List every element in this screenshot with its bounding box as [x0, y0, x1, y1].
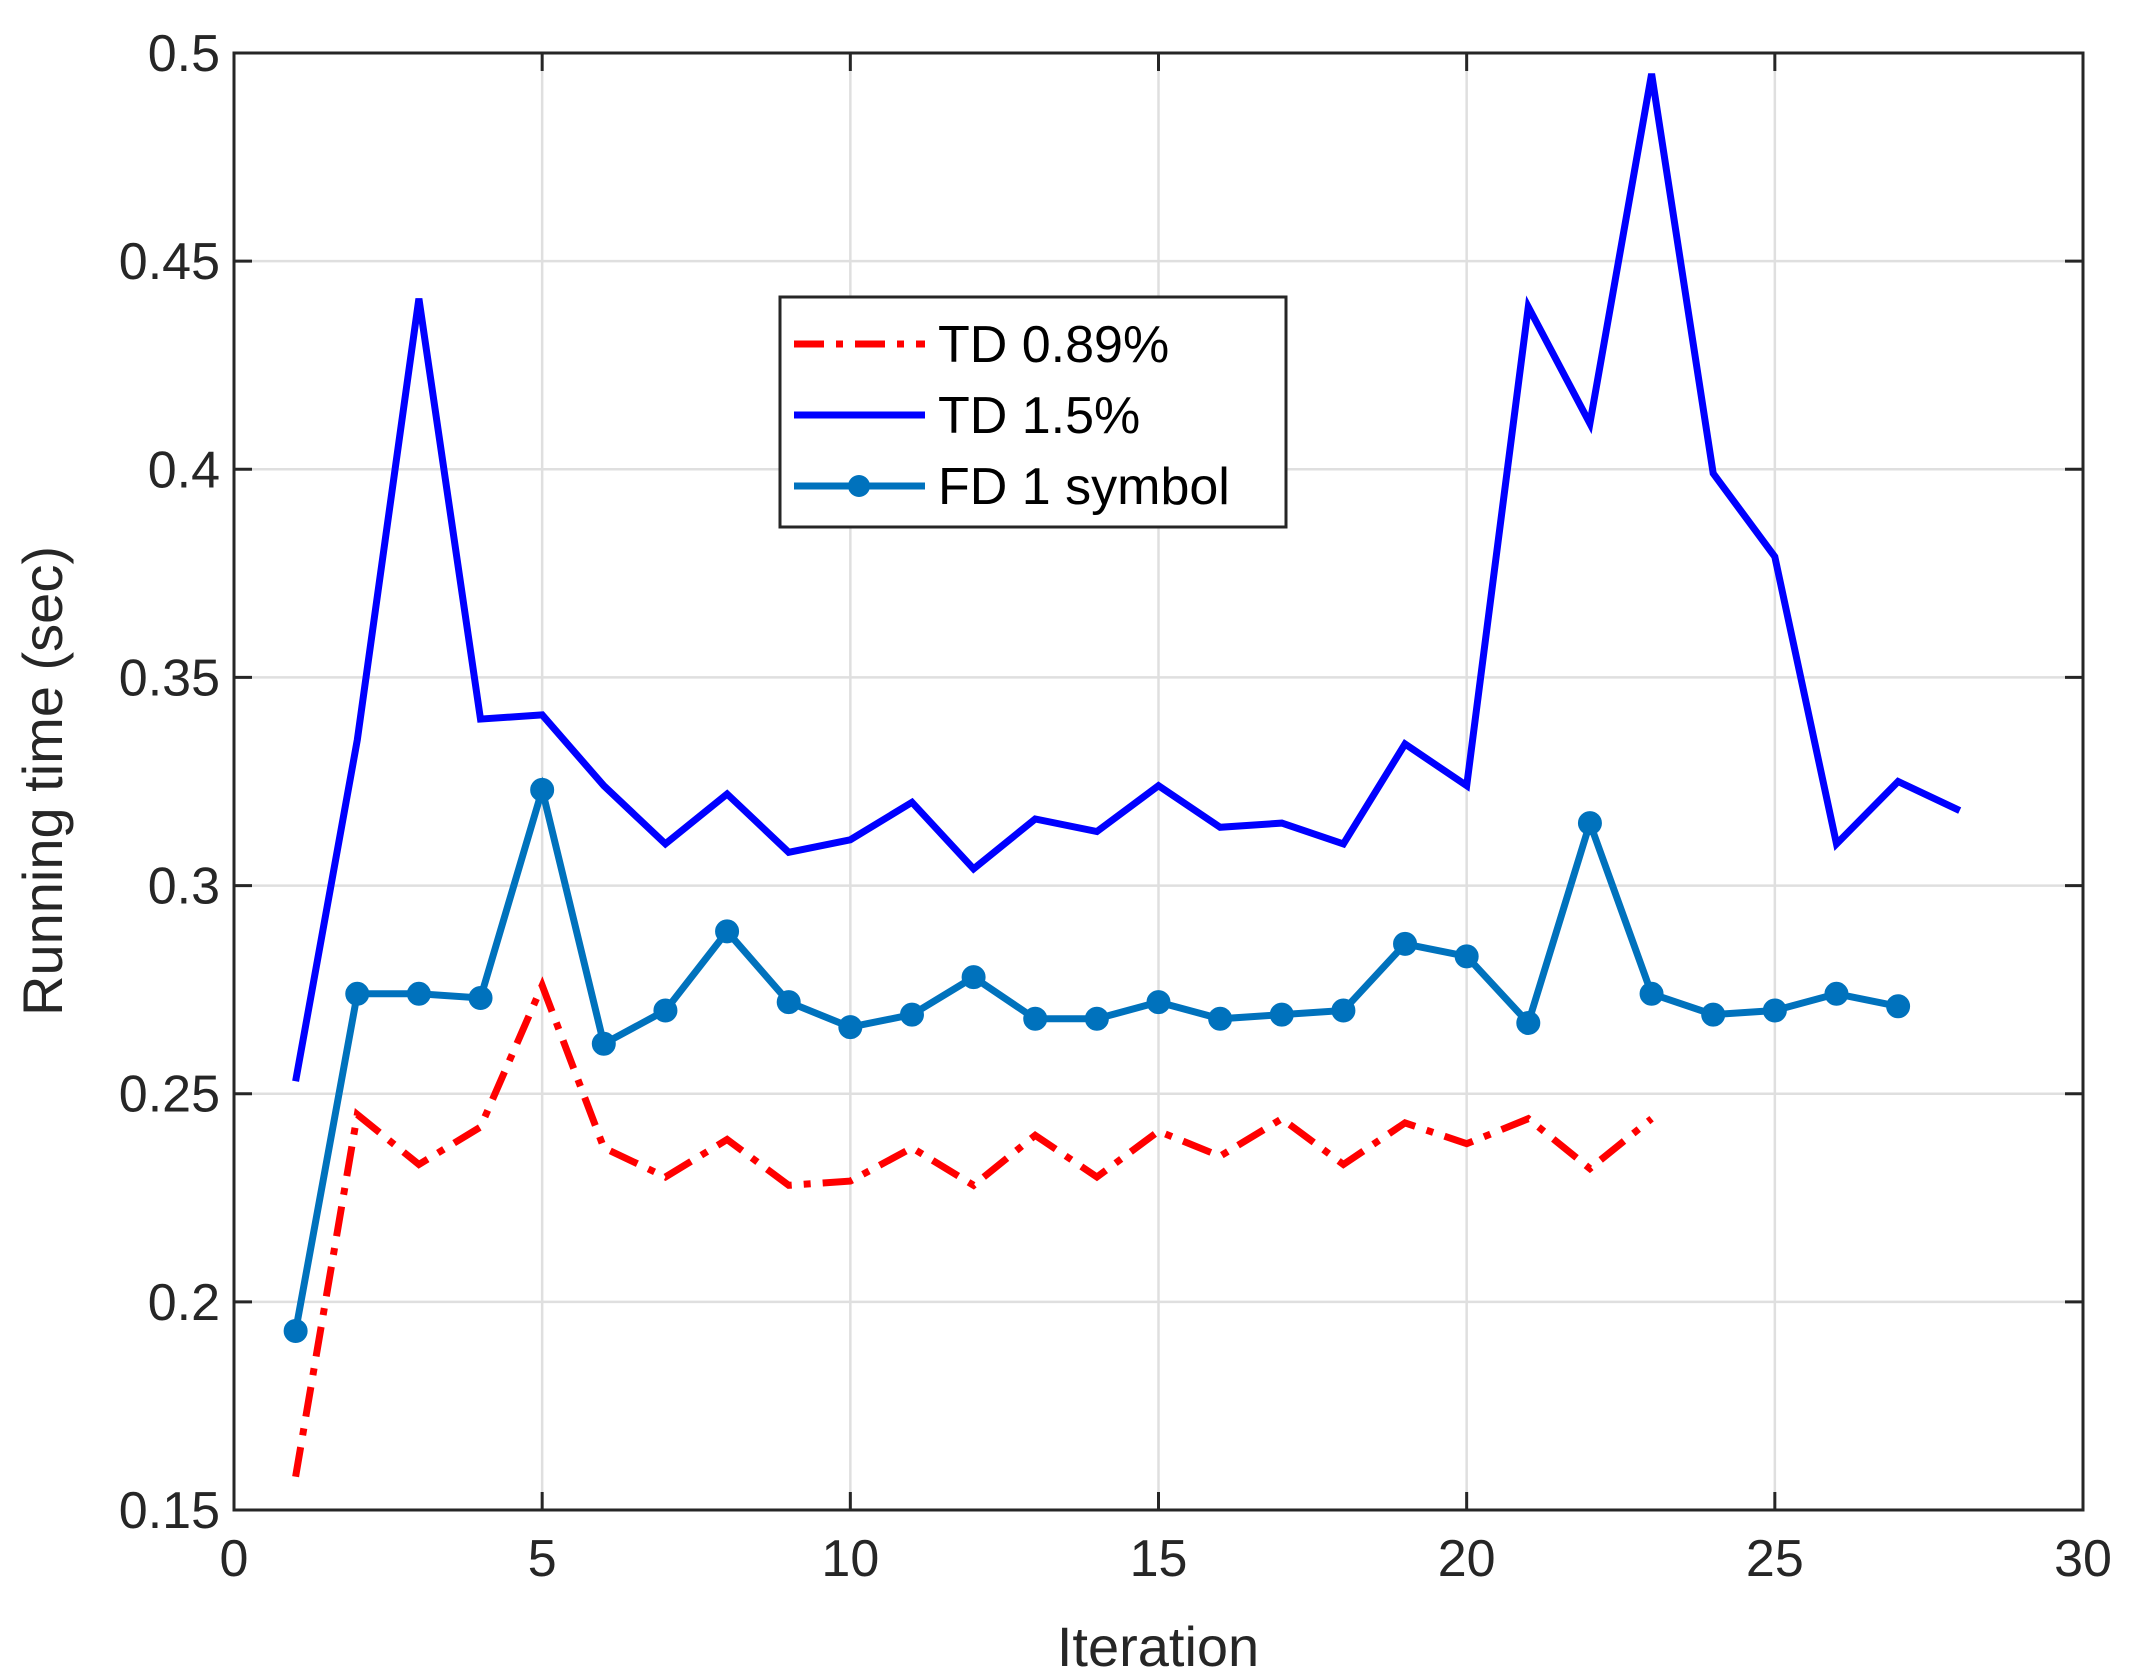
- data-point: [1639, 981, 1664, 1006]
- data-point: [1084, 1006, 1109, 1031]
- y-axis-label: Running time (sec): [11, 546, 74, 1016]
- data-point: [1023, 1006, 1048, 1031]
- legend-marker: [848, 475, 870, 497]
- legend-item: TD 0.89%: [794, 316, 1169, 374]
- data-point: [1269, 1002, 1294, 1027]
- data-point: [653, 998, 678, 1023]
- data-point: [776, 990, 801, 1015]
- series-line: [292, 976, 1654, 1478]
- y-tick-label: 0.45: [119, 233, 220, 291]
- data-point: [1454, 944, 1479, 969]
- legend-label: TD 1.5%: [938, 387, 1140, 445]
- y-tick-label: 0.15: [119, 1482, 220, 1540]
- series-line: [292, 73, 1962, 1082]
- data-point: [468, 985, 493, 1010]
- data-point: [1824, 981, 1849, 1006]
- series-fd-1-symbol: [283, 776, 1911, 1343]
- data-point: [1331, 998, 1356, 1023]
- x-tick-label: 15: [1130, 1530, 1188, 1588]
- y-tick-label: 0.25: [119, 1066, 220, 1124]
- data-point: [715, 919, 740, 944]
- data-point: [1762, 998, 1787, 1023]
- y-tick-label: 0.5: [148, 25, 220, 83]
- data-point: [406, 981, 431, 1006]
- axis-tick-labels: 0 5 10 15 20 25 30 0.15 0.2 0.25 0.3 0.35 0.4 0.45 0.5: [119, 25, 2112, 1588]
- y-tick-label: 0.35: [119, 649, 220, 707]
- legend-item: TD 1.5%: [794, 387, 1140, 445]
- data-point: [1516, 1010, 1541, 1035]
- data-point: [961, 965, 986, 990]
- x-tick-label: 0: [220, 1530, 249, 1588]
- data-point: [1208, 1006, 1233, 1031]
- series-layer: [283, 73, 1962, 1478]
- data-point: [1146, 990, 1171, 1015]
- data-point: [283, 1318, 308, 1343]
- legend-label: FD 1 symbol: [938, 458, 1230, 516]
- data-point: [591, 1031, 616, 1056]
- data-point: [838, 1015, 863, 1040]
- data-point: [1393, 931, 1418, 956]
- series-td-0-89: [292, 976, 1654, 1478]
- data-point: [1701, 1002, 1726, 1027]
- data-point: [345, 981, 370, 1006]
- series-td-1-5: [292, 73, 1962, 1082]
- data-point: [899, 1002, 924, 1027]
- data-point: [1577, 811, 1602, 836]
- data-point: [1886, 994, 1911, 1019]
- data-point: [530, 777, 555, 802]
- x-tick-label: 5: [528, 1530, 557, 1588]
- legend-item: FD 1 symbol: [794, 458, 1230, 516]
- x-tick-label: 30: [2054, 1530, 2112, 1588]
- x-tick-label: 25: [1746, 1530, 1804, 1588]
- y-tick-label: 0.2: [148, 1274, 220, 1332]
- y-tick-label: 0.3: [148, 858, 220, 916]
- axis-ticks: [232, 51, 2085, 1512]
- legend-label: TD 0.89%: [938, 316, 1169, 374]
- x-tick-label: 10: [821, 1530, 879, 1588]
- legend: TD 0.89% TD 1.5% FD 1 symbol: [778, 295, 1288, 529]
- x-tick-label: 20: [1438, 1530, 1496, 1588]
- x-axis-label: Iteration: [1057, 1615, 1259, 1673]
- y-tick-label: 0.4: [148, 441, 220, 499]
- grid-lines: [234, 53, 2083, 1510]
